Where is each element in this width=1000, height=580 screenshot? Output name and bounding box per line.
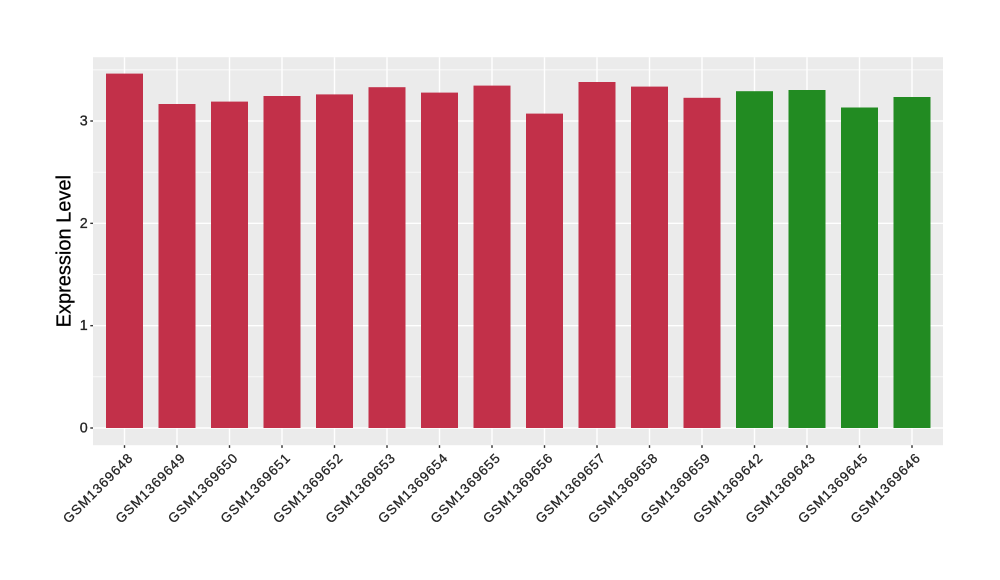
svg-text:3: 3	[80, 114, 88, 130]
svg-text:2: 2	[80, 216, 88, 232]
svg-text:1: 1	[80, 318, 88, 334]
svg-text:Expression Level: Expression Level	[54, 175, 76, 327]
svg-text:0: 0	[80, 421, 88, 437]
